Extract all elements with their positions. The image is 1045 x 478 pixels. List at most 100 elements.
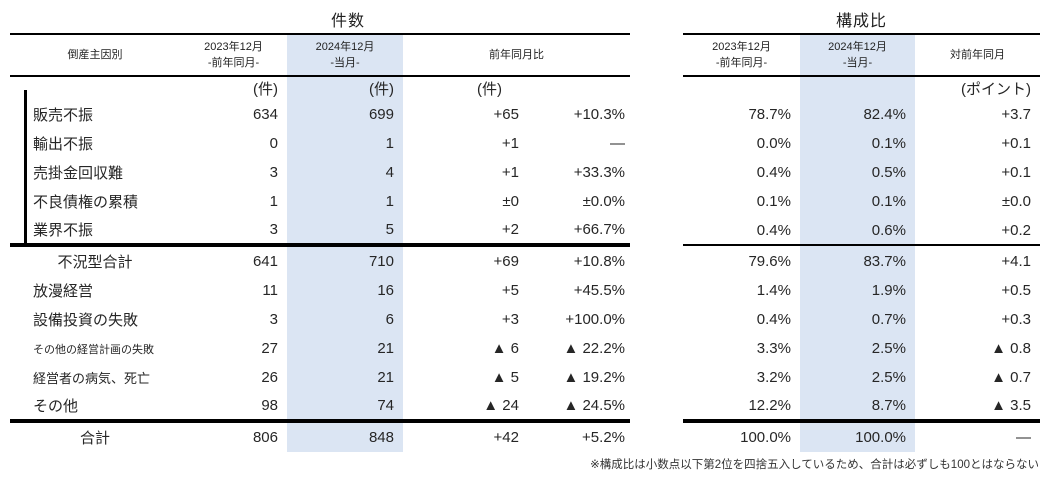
row-label: その他 — [33, 398, 79, 415]
empty-cell — [683, 76, 800, 100]
table-row: 不良債権の累積 1 1 ±0 ±0.0% — [10, 187, 630, 216]
cell-r2024: 82.4% — [800, 100, 915, 129]
table-row: 放漫経営 11 16 +5 +45.5% — [10, 276, 630, 305]
column-header-2024-period: 2024年12月 — [828, 40, 887, 53]
row-label: 不況型合計 — [10, 243, 180, 276]
row-label: 放漫経営 — [33, 283, 94, 300]
column-header-2024-note: -当月- — [842, 57, 873, 69]
row-label: 不良債権の累積 — [33, 194, 139, 211]
cell-pct: +10.3% — [573, 106, 625, 123]
cell-diff: +69 — [403, 243, 528, 276]
cell-c2023: 3 — [269, 221, 278, 238]
cell-c2024: 16 — [287, 276, 403, 305]
cell-pct: +66.7% — [573, 221, 625, 238]
cell-pct: ▲ 24.5% — [563, 397, 625, 414]
empty-cell — [800, 76, 915, 100]
table-row: 3.2% 2.5% ▲ 0.7 — [683, 363, 1040, 392]
cell-pct: +10.8% — [528, 243, 630, 276]
table-row: 設備投資の失敗 3 6 +3 +100.0% — [10, 305, 630, 334]
recession-type-bracket — [24, 90, 27, 246]
cell-c2024: 710 — [287, 243, 403, 276]
cell-r2023: 12.2% — [748, 397, 791, 414]
cell-c2023: 3 — [269, 311, 278, 328]
unit-label: (件) — [477, 81, 502, 98]
cell-rdiff: +4.1 — [915, 244, 1040, 276]
table-row: 売掛金回収難 3 4 +1 +33.3% — [10, 158, 630, 187]
count-table: 倒産主因別 2023年12月 -前年同月- 2024年12月 -当月- 前年同月… — [10, 33, 630, 452]
cell-rdiff: +0.2 — [1001, 221, 1031, 239]
table-row: 不況型合計 641 710 +69 +10.8% — [10, 243, 630, 276]
cell-pct: ▲ 19.2% — [563, 369, 625, 386]
cell-pct: ▲ 22.2% — [563, 340, 625, 357]
table-row: 0.4% 0.5% +0.1 — [683, 158, 1040, 187]
cell-pct: +100.0% — [565, 311, 625, 328]
cell-rdiff: +0.5 — [1001, 282, 1031, 299]
cell-c2024: 21 — [287, 334, 403, 363]
cell-r2023: 78.7% — [748, 106, 791, 123]
cell-rdiff: +0.1 — [1001, 135, 1031, 152]
unit-label: (件) — [287, 76, 403, 100]
empty-cell — [10, 76, 180, 100]
cell-c2023: 3 — [269, 164, 278, 181]
cell-rdiff: ±0.0 — [1001, 193, 1031, 210]
table-row: 78.7% 82.4% +3.7 — [683, 100, 1040, 129]
cell-c2023: 98 — [261, 397, 278, 414]
cell-rdiff: — — [915, 419, 1040, 452]
table-row: 100.0% 100.0% — — [683, 419, 1040, 452]
table-row: 販売不振 634 699 +65 +10.3% — [10, 100, 630, 129]
cell-c2023: 11 — [262, 282, 278, 299]
row-label: 経営者の病気、死亡 — [33, 371, 151, 386]
cell-pct: +45.5% — [573, 282, 625, 299]
cell-pct: +33.3% — [573, 164, 625, 181]
count-header-row: 倒産主因別 2023年12月 -前年同月- 2024年12月 -当月- 前年同月… — [10, 34, 630, 77]
table-row: 12.2% 8.7% ▲ 3.5 — [683, 392, 1040, 421]
table-row: 0.0% 0.1% +0.1 — [683, 129, 1040, 158]
column-header-2023-period: 2023年12月 — [204, 40, 263, 53]
cell-r2024: 0.1% — [800, 187, 915, 216]
cell-c2024: 1 — [287, 187, 403, 216]
cell-r2023: 3.2% — [756, 369, 791, 386]
cell-c2023: 641 — [180, 243, 287, 276]
table-row: 経営者の病気、死亡 26 21 ▲ 5 ▲ 19.2% — [10, 363, 630, 392]
row-label: 業界不振 — [33, 222, 94, 239]
cell-r2023: 100.0% — [683, 419, 800, 452]
cell-r2024: 0.1% — [800, 129, 915, 158]
cell-r2024: 8.7% — [800, 392, 915, 421]
cell-rdiff: ▲ 3.5 — [991, 397, 1031, 414]
cell-r2023: 0.1% — [756, 193, 791, 210]
cell-r2023: 1.4% — [756, 282, 791, 299]
cell-diff: ▲ 5 — [491, 369, 519, 386]
cell-r2024: 0.7% — [800, 305, 915, 334]
cell-c2024: 699 — [287, 100, 403, 129]
ratio-table: 2023年12月 -前年同月- 2024年12月 -当月- 対前年同月 (ポイン… — [683, 33, 1040, 452]
column-header-2024-note: -当月- — [330, 57, 360, 69]
cell-r2024: 1.9% — [800, 276, 915, 305]
table-row: その他 98 74 ▲ 24 ▲ 24.5% — [10, 392, 630, 421]
table-row: 3.3% 2.5% ▲ 0.8 — [683, 334, 1040, 363]
cell-rdiff: +3.7 — [1001, 106, 1031, 123]
cell-c2023: 806 — [180, 419, 287, 452]
footnote: ※構成比は小数点以下第2位を四捨五入しているため、合計は必ずしも100とはならな… — [590, 459, 1039, 471]
table-row: 0.4% 0.6% +0.2 — [683, 216, 1040, 245]
column-header-2024-period: 2024年12月 — [315, 40, 375, 53]
ratio-section-title: 構成比 — [835, 13, 887, 30]
cell-pct: +5.2% — [528, 419, 630, 452]
column-header-2023-period: 2023年12月 — [712, 40, 771, 53]
cell-r2024: 2.5% — [800, 363, 915, 392]
cell-r2024: 100.0% — [800, 419, 915, 452]
column-header-2023-note: -前年同月- — [207, 57, 260, 69]
cell-rdiff: ▲ 0.7 — [991, 369, 1031, 386]
cell-c2024: 5 — [287, 216, 403, 245]
cell-pct: — — [610, 135, 625, 152]
table-row: 輸出不振 0 1 +1 — — [10, 129, 630, 158]
table-row: その他の経営計画の失敗 27 21 ▲ 6 ▲ 22.2% — [10, 334, 630, 363]
ratio-units-row: (ポイント) — [683, 76, 1040, 100]
table-row: 1.4% 1.9% +0.5 — [683, 276, 1040, 305]
cell-c2024: 21 — [287, 363, 403, 392]
column-header-vs-prev-year: 対前年同月 — [915, 34, 1040, 77]
cell-rdiff: +0.3 — [1001, 311, 1031, 328]
cell-pct: ±0.0% — [582, 193, 625, 210]
cell-r2023: 0.4% — [756, 311, 791, 328]
cell-c2023: 0 — [269, 135, 278, 152]
